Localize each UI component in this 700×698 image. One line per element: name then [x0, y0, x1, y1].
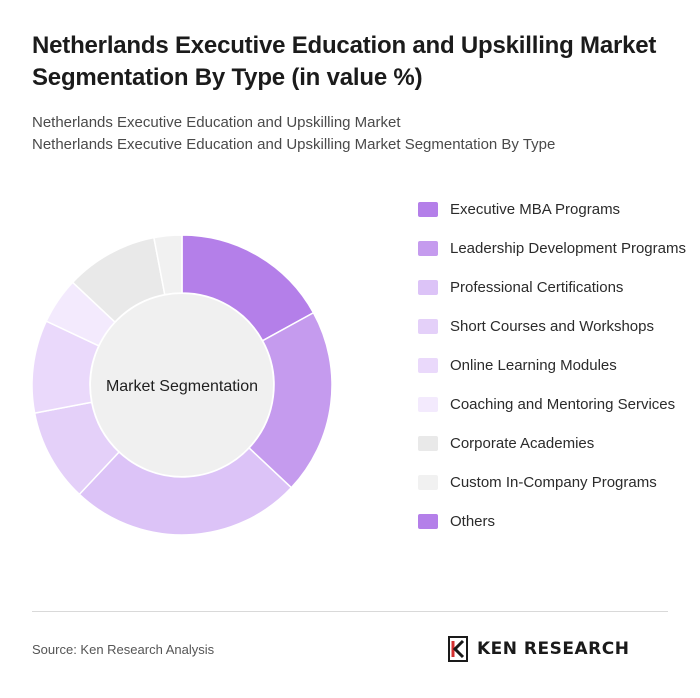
- legend-item-leadership-development-programs[interactable]: Leadership Development Programs: [418, 237, 688, 260]
- ken-research-logo-icon: [448, 636, 468, 662]
- legend-swatch: [418, 436, 438, 451]
- legend-item-short-courses-and-workshops[interactable]: Short Courses and Workshops: [418, 315, 688, 338]
- legend-swatch: [418, 397, 438, 412]
- legend-swatch: [418, 319, 438, 334]
- slice-custom-in-company-programs[interactable]: [153, 234, 183, 296]
- legend-item-custom-in-company-programs[interactable]: Custom In-Company Programs: [418, 471, 688, 494]
- legend-item-online-learning-modules[interactable]: Online Learning Modules: [418, 354, 688, 377]
- legend-swatch: [418, 202, 438, 217]
- subtitle-line-2: Netherlands Executive Education and Upsk…: [32, 136, 556, 153]
- legend-label: Coaching and Mentoring Services: [450, 396, 676, 413]
- subtitle-line-1: Netherlands Executive Education and Upsk…: [32, 114, 401, 131]
- legend-label: Online Learning Modules: [450, 357, 617, 374]
- donut-chart: Market Segmentation: [22, 225, 342, 545]
- legend-label: Executive MBA Programs: [450, 201, 621, 218]
- legend-item-corporate-academies[interactable]: Corporate Academies: [418, 432, 688, 455]
- donut-center: [91, 294, 273, 476]
- slice-professional-certifications[interactable]: [78, 446, 293, 536]
- legend-item-coaching-and-mentoring-services[interactable]: Coaching and Mentoring Services: [418, 393, 688, 416]
- legend-label: Custom In-Company Programs: [450, 474, 657, 491]
- legend-label: Professional Certifications: [450, 279, 624, 296]
- legend-item-professional-certifications[interactable]: Professional Certifications: [418, 276, 688, 299]
- legend-swatch: [418, 475, 438, 490]
- legend-item-others[interactable]: Others: [418, 510, 688, 533]
- legend-label: Leadership Development Programs: [450, 240, 686, 257]
- chart-legend: Executive MBA Programs Leadership Develop…: [418, 198, 688, 549]
- footer-divider: [32, 611, 668, 612]
- chart-subtitle: Netherlands Executive Education and Upsk…: [32, 112, 672, 156]
- source-note: Source: Ken Research Analysis: [32, 642, 215, 657]
- ken-research-logo: KEN RESEARCH: [447, 636, 629, 662]
- legend-label: Others: [450, 513, 496, 530]
- legend-swatch: [418, 514, 438, 529]
- legend-label: Corporate Academies: [450, 435, 595, 452]
- legend-swatch: [418, 280, 438, 295]
- legend-swatch: [418, 358, 438, 373]
- legend-item-executive-mba-programs[interactable]: Executive MBA Programs: [418, 198, 688, 221]
- chart-title: Netherlands Executive Education and Upsk…: [32, 32, 657, 91]
- legend-swatch: [418, 241, 438, 256]
- legend-label: Short Courses and Workshops: [450, 318, 654, 335]
- donut-chart-svg: Market Segmentation: [31, 234, 333, 536]
- logo-text: KEN RESEARCH: [477, 639, 630, 659]
- center-label: Market Segmentation: [106, 378, 258, 395]
